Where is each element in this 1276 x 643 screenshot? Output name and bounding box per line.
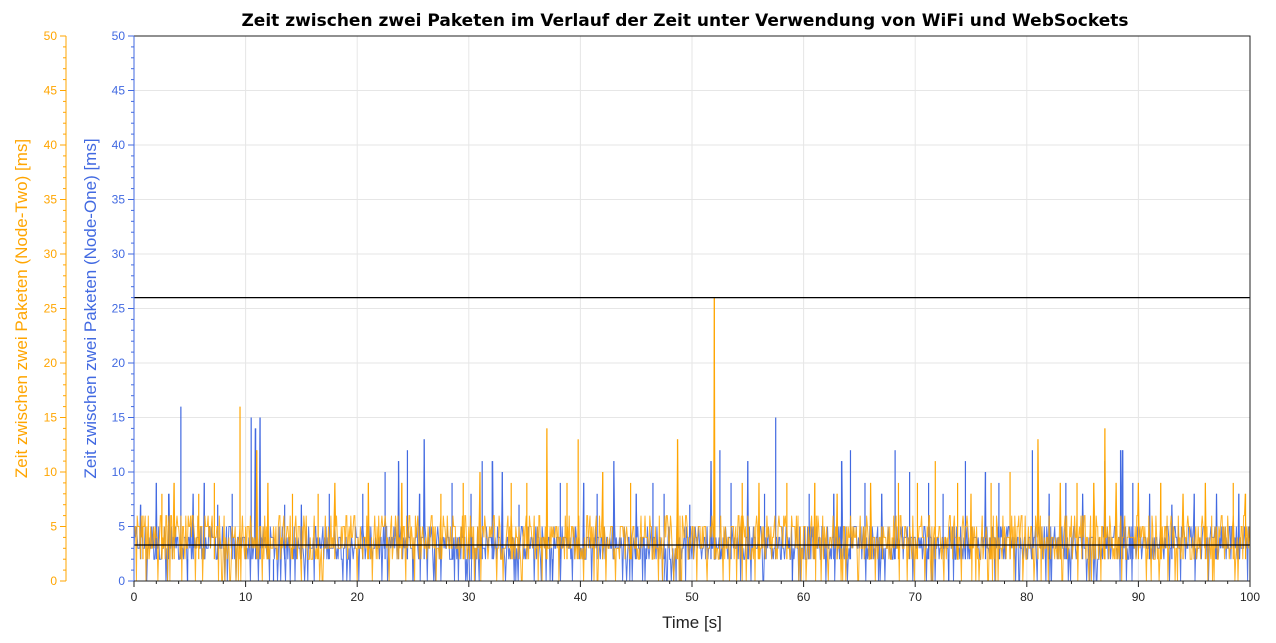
y-node-one-tick-label-5: 25 [112, 302, 126, 316]
x-tick-label-4: 40 [574, 590, 588, 604]
y-node-one-tick-label-4: 20 [112, 356, 126, 370]
y-node-one-tick-label-1: 5 [118, 520, 125, 534]
y-node-two-tick-label-3: 15 [44, 411, 58, 425]
y-node-one-tick-label-8: 40 [112, 138, 126, 152]
y-node-two-tick-label-0: 0 [50, 574, 57, 588]
y-node-one-tick-label-0: 0 [118, 574, 125, 588]
y-node-one-tick-label-6: 30 [112, 247, 126, 261]
x-tick-label-8: 80 [1020, 590, 1034, 604]
series-line-0 [133, 417, 1250, 582]
axis-node-one: 0 5 10 15 20 25 30 35 40 45 50 [112, 29, 135, 588]
y-axis-label-node-two: Zeit zwischen zwei Paketen (Node-Two) [m… [12, 139, 31, 478]
y-node-one-tick-label-10: 50 [112, 29, 126, 43]
x-tick-label-7: 70 [909, 590, 923, 604]
series-line-1 [133, 297, 1251, 582]
y-node-one-tick-label-2: 10 [112, 465, 126, 479]
x-tick-label-9: 90 [1132, 590, 1146, 604]
x-axis-label: Time [s] [662, 613, 722, 632]
x-tick-label-3: 30 [462, 590, 476, 604]
x-tick-label-2: 20 [351, 590, 365, 604]
chart-title: Zeit zwischen zwei Paketen im Verlauf de… [241, 11, 1128, 31]
axis-time: 0 10 20 30 40 50 60 70 80 90 100 [131, 580, 1260, 604]
y-node-one-tick-label-3: 15 [112, 411, 126, 425]
y-node-one-tick-label-9: 45 [112, 84, 126, 98]
y-node-two-tick-label-9: 45 [44, 84, 58, 98]
y-node-two-tick-label-2: 10 [44, 465, 58, 479]
reference-lines [134, 297, 1250, 546]
x-tick-label-1: 10 [239, 590, 253, 604]
y-node-two-tick-label-6: 30 [44, 247, 58, 261]
x-tick-label-10: 100 [1240, 590, 1260, 604]
y-node-one-tick-label-7: 35 [112, 193, 126, 207]
y-node-two-tick-label-4: 20 [44, 356, 58, 370]
y-axis-label-node-one: Zeit zwischen zwei Paketen (Node-One) [m… [81, 138, 100, 478]
axis-node-two: 0 5 10 15 20 25 30 35 40 45 50 [44, 29, 67, 588]
y-node-two-tick-label-1: 5 [50, 520, 57, 534]
y-node-two-tick-label-10: 50 [44, 29, 58, 43]
x-tick-label-6: 60 [797, 590, 811, 604]
x-tick-label-5: 50 [685, 590, 699, 604]
y-node-two-tick-label-5: 25 [44, 302, 58, 316]
x-tick-label-0: 0 [131, 590, 138, 604]
y-node-two-tick-label-7: 35 [44, 193, 58, 207]
y-node-two-tick-label-8: 40 [44, 138, 58, 152]
